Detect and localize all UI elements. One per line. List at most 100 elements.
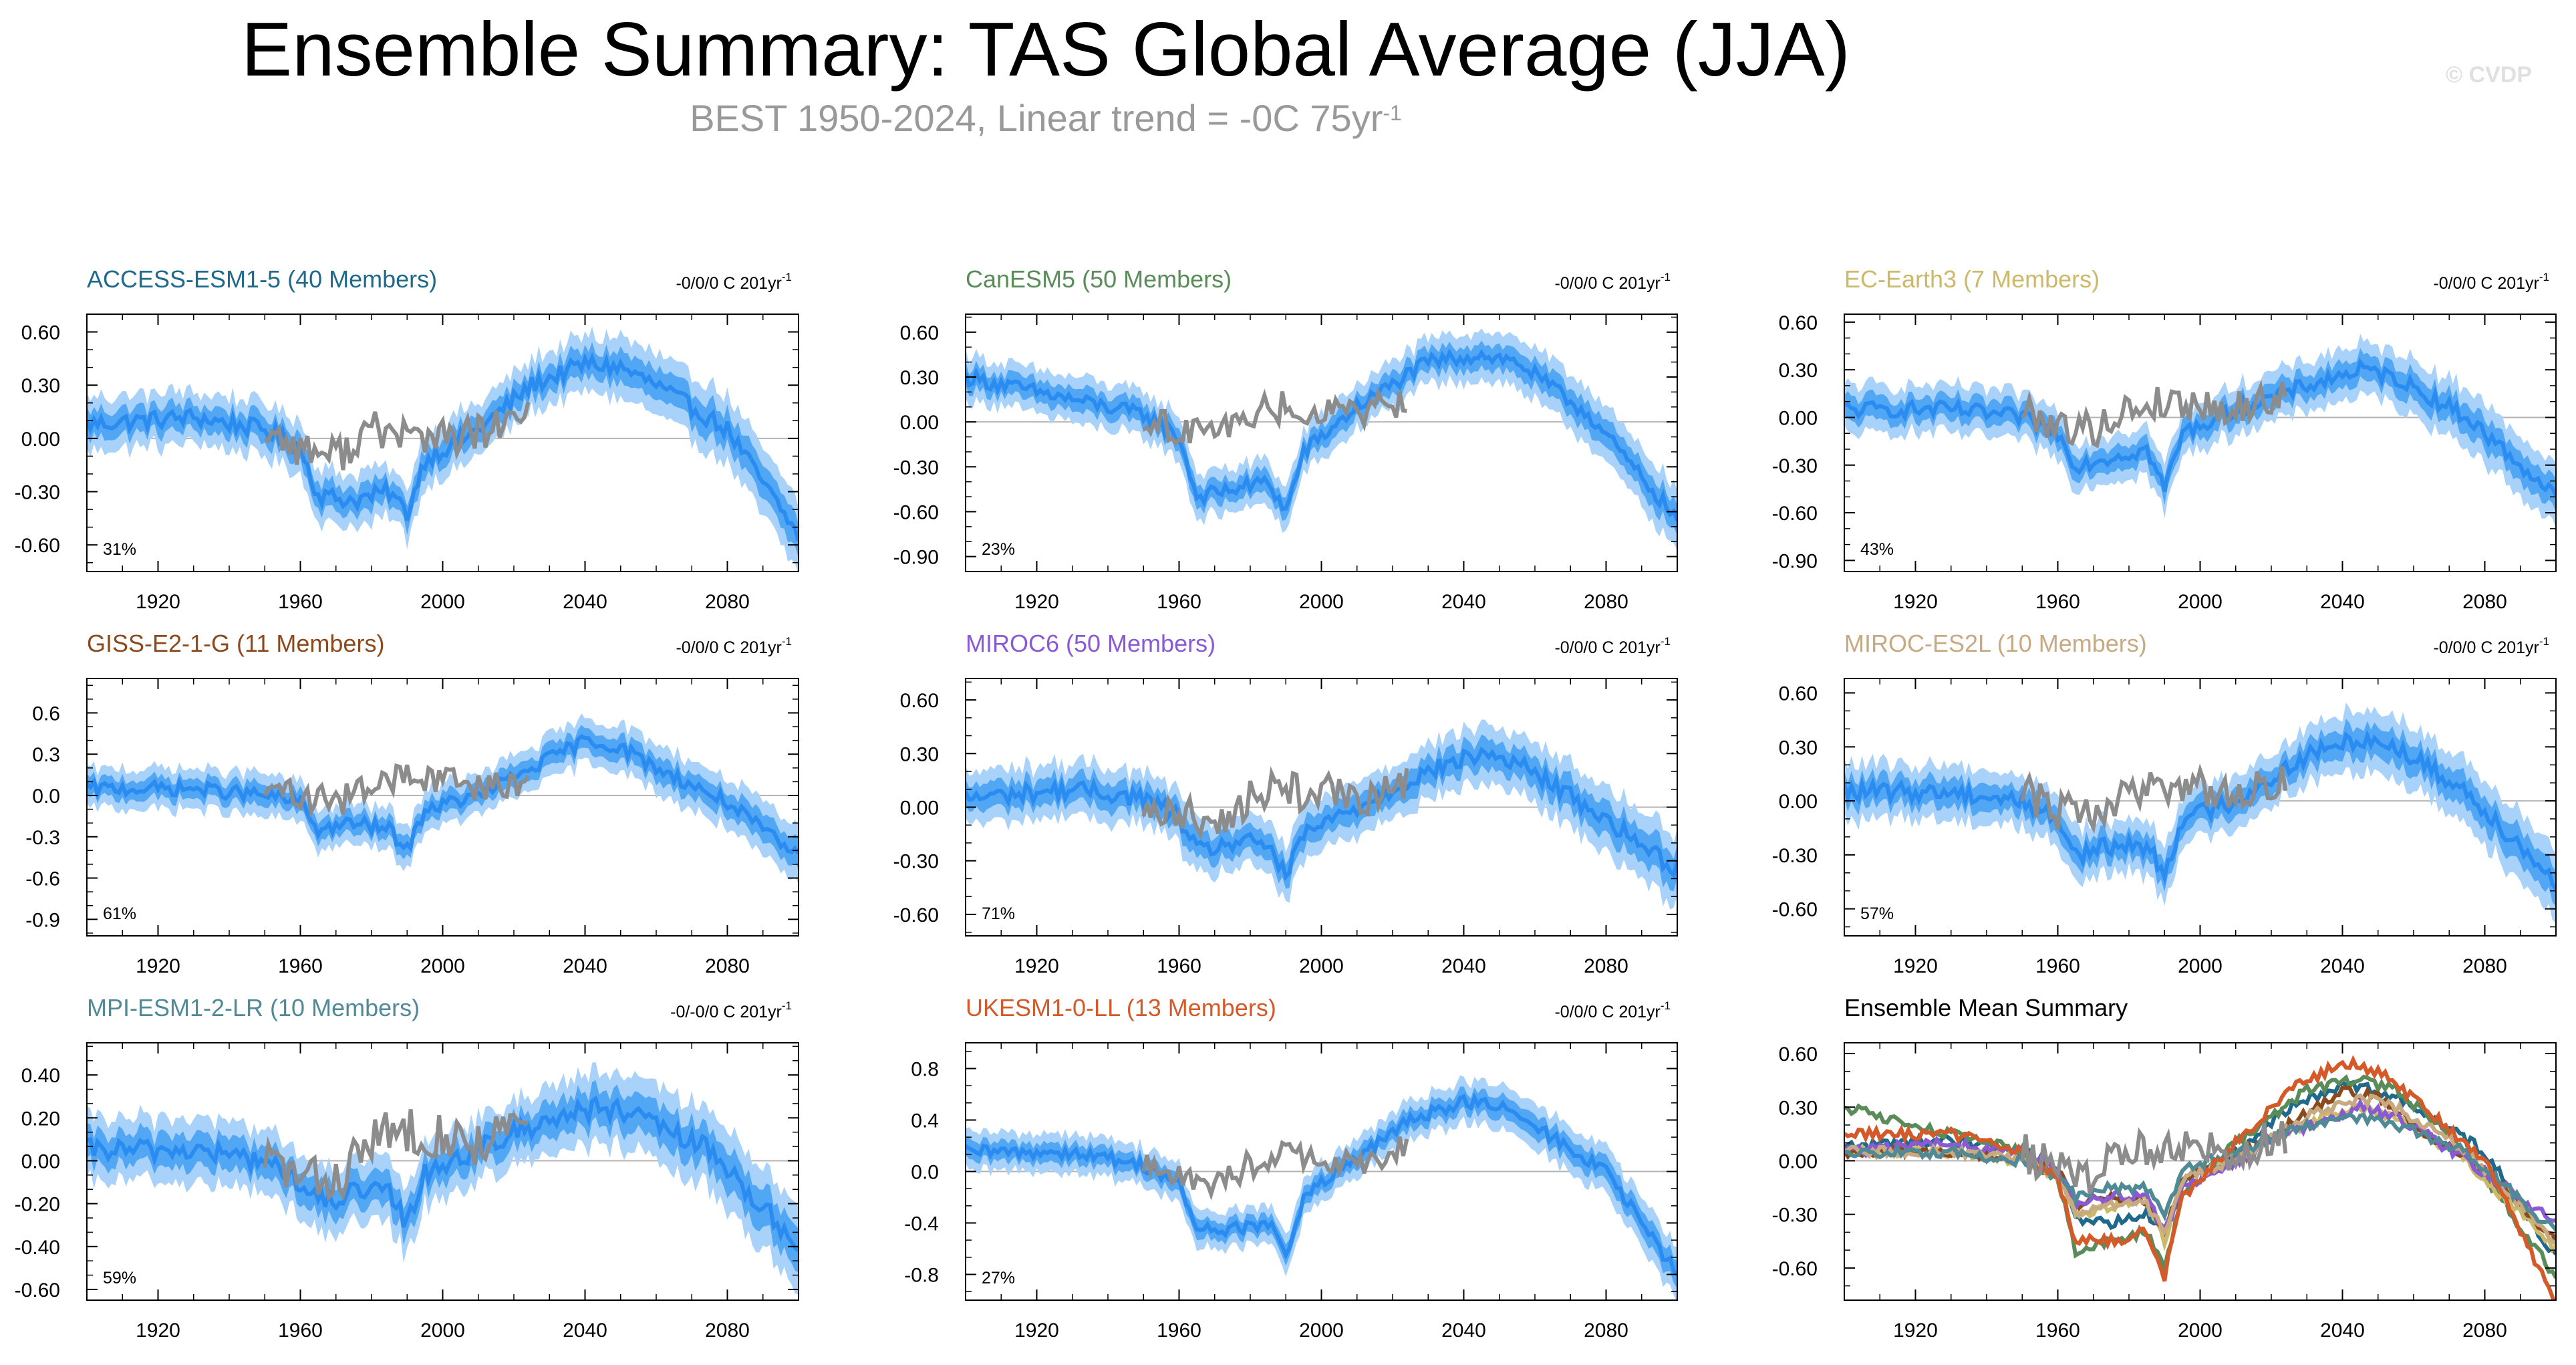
ensemble-mean-line bbox=[87, 352, 799, 542]
panel-trend: -0/0/0 C 201yr-1 bbox=[2433, 271, 2549, 293]
x-tick-label: 2000 bbox=[1299, 955, 1344, 977]
x-tick-label: 2080 bbox=[1584, 1320, 1628, 1342]
plot-area bbox=[87, 326, 799, 572]
x-tick-label: 2080 bbox=[705, 1320, 750, 1342]
ensemble-mean-line bbox=[87, 1095, 799, 1253]
plot-area bbox=[87, 713, 799, 884]
x-tick-label: 2040 bbox=[563, 591, 607, 613]
y-tick-label: -0.3 bbox=[25, 827, 60, 849]
y-tick-label: 0.00 bbox=[900, 412, 939, 434]
y-tick-label: -0.30 bbox=[1772, 1205, 1818, 1227]
x-tick-label: 2040 bbox=[1441, 591, 1486, 613]
figure-subtitle: BEST 1950-2024, Linear trend = -0C 75yr-… bbox=[0, 95, 2092, 142]
panel-percent: 61% bbox=[103, 904, 136, 923]
x-tick-label: 2000 bbox=[1299, 591, 1344, 613]
y-tick-label: -0.30 bbox=[1772, 455, 1818, 477]
x-tick-label: 2000 bbox=[2178, 955, 2223, 977]
x-tick-label: 1920 bbox=[1014, 955, 1059, 977]
panel-title: MIROC6 (50 Members) bbox=[966, 630, 1215, 657]
x-tick-label: 2000 bbox=[420, 591, 465, 613]
x-tick-label: 1960 bbox=[2035, 1320, 2080, 1342]
plot-area bbox=[1844, 1055, 2556, 1300]
x-tick-label: 1920 bbox=[1014, 1320, 1059, 1342]
y-tick-label: 0.60 bbox=[1779, 1043, 1818, 1066]
x-tick-label: 2080 bbox=[2462, 591, 2507, 613]
y-tick-label: 0.60 bbox=[900, 322, 939, 344]
x-tick-label: 2000 bbox=[2178, 591, 2223, 613]
panel-percent: 43% bbox=[1860, 540, 1894, 559]
y-tick-label: -0.60 bbox=[893, 904, 939, 926]
x-tick-label: 2080 bbox=[2462, 955, 2507, 977]
panel-6: MIROC-ES2L (10 Members) -0/0/0 C 201yr-1 0… bbox=[1772, 630, 2557, 977]
y-tick-label: -0.30 bbox=[15, 482, 60, 504]
y-tick-label: 0.00 bbox=[1779, 791, 1818, 813]
x-tick-label: 2000 bbox=[2178, 1320, 2223, 1342]
x-tick-label: 2080 bbox=[1584, 955, 1628, 977]
y-tick-label: -0.60 bbox=[893, 501, 939, 523]
x-tick-label: 2040 bbox=[563, 1320, 607, 1342]
y-tick-label: 0.40 bbox=[21, 1065, 60, 1087]
x-tick-label: 1960 bbox=[1157, 955, 1201, 977]
panel-5: MIROC6 (50 Members) -0/0/0 C 201yr-1 0.60 0… bbox=[893, 630, 1678, 977]
x-tick-label: 2080 bbox=[2462, 1320, 2507, 1342]
x-tick-label: 2080 bbox=[1584, 591, 1628, 613]
y-tick-label: -0.60 bbox=[1772, 899, 1818, 921]
panel-trend: -0/0/0 C 201yr-1 bbox=[2433, 635, 2549, 657]
panel-trend: -0/0/0 C 201yr-1 bbox=[676, 635, 792, 657]
x-tick-label: 2000 bbox=[420, 955, 465, 977]
y-tick-label: 0.60 bbox=[1779, 312, 1818, 334]
y-tick-label: -0.30 bbox=[1772, 845, 1818, 867]
model-mean-line bbox=[1844, 1093, 2556, 1246]
x-tick-label: 1920 bbox=[136, 1320, 180, 1342]
y-tick-label: 0.00 bbox=[1779, 407, 1818, 429]
panel-trend: -0/0/0 C 201yr-1 bbox=[676, 271, 792, 293]
y-tick-label: 0.0 bbox=[32, 785, 60, 808]
x-tick-label: 1920 bbox=[136, 591, 180, 613]
observations-line bbox=[2020, 763, 2288, 834]
y-tick-label: 0.00 bbox=[900, 797, 939, 820]
ensemble-mean-line bbox=[966, 348, 1677, 521]
plot-area bbox=[1844, 334, 2556, 529]
y-tick-label: 0.20 bbox=[21, 1108, 60, 1130]
y-tick-label: 0.8 bbox=[911, 1059, 939, 1081]
model-mean-line bbox=[1844, 1112, 2556, 1231]
y-tick-label: -0.60 bbox=[15, 535, 60, 557]
y-tick-label: -0.4 bbox=[904, 1213, 939, 1235]
y-tick-label: 0.00 bbox=[21, 428, 60, 451]
panel-title: MPI-ESM1-2-LR (10 Members) bbox=[87, 994, 420, 1021]
observations-line bbox=[263, 763, 530, 818]
panel-title: EC-Earth3 (7 Members) bbox=[1844, 265, 2100, 293]
ensemble-interquartile-band bbox=[87, 725, 799, 869]
x-tick-label: 1960 bbox=[278, 1320, 323, 1342]
observations-line bbox=[2020, 380, 2288, 449]
panel-trend: -0/0/0 C 201yr-1 bbox=[1554, 999, 1671, 1021]
x-tick-label: 2080 bbox=[705, 591, 750, 613]
ensemble-mean-line bbox=[1844, 357, 2556, 497]
panel-8: UKESM1-0-LL (13 Members) -0/0/0 C 201yr-1… bbox=[904, 994, 1678, 1342]
panel-trend: -0/0/0 C 201yr-1 bbox=[1554, 635, 1671, 657]
panel-title: CanESM5 (50 Members) bbox=[966, 265, 1232, 293]
model-mean-line bbox=[1844, 1055, 2556, 1300]
panel-9: Ensemble Mean Summary 0.60 0.30 0.00 -0.30 -0… bbox=[1772, 994, 2557, 1342]
y-tick-label: 0.00 bbox=[21, 1150, 60, 1172]
x-tick-label: 2000 bbox=[1299, 1320, 1344, 1342]
panel-trend: -0/0/0 C 201yr-1 bbox=[1554, 271, 1671, 293]
plot-area bbox=[1844, 703, 2556, 924]
y-tick-label: 0.30 bbox=[900, 743, 939, 765]
y-tick-label: 0.30 bbox=[21, 375, 60, 397]
panel-3: EC-Earth3 (7 Members) -0/0/0 C 201yr-1 0.6… bbox=[1772, 265, 2557, 613]
subtitle-unit-exponent: -1 bbox=[1383, 101, 1402, 125]
ensemble-interquartile-band bbox=[1844, 719, 2556, 906]
y-tick-label: 0.0 bbox=[911, 1162, 939, 1184]
panel-percent: 59% bbox=[103, 1269, 136, 1287]
ensemble-interquartile-band bbox=[966, 1086, 1677, 1289]
ensemble-interquartile-band bbox=[87, 1080, 799, 1273]
cvdp-credit: © CVDP bbox=[2446, 62, 2532, 88]
plot-area bbox=[966, 1075, 1677, 1300]
x-tick-label: 2040 bbox=[1441, 955, 1486, 977]
observations-line bbox=[2020, 1121, 2288, 1195]
y-tick-label: -0.60 bbox=[15, 1279, 60, 1301]
plot-area bbox=[966, 328, 1677, 550]
x-tick-label: 2040 bbox=[563, 955, 607, 977]
figure-title: Ensemble Summary: TAS Global Average (JJ… bbox=[241, 7, 1850, 92]
